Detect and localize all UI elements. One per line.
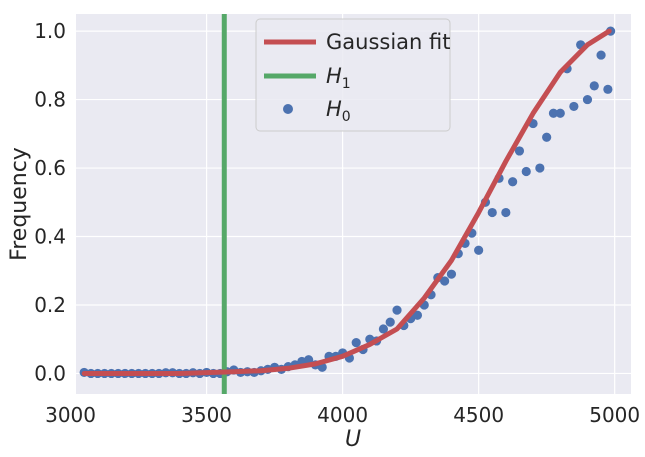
h0-point: [569, 101, 579, 112]
h0-point: [555, 108, 565, 118]
h0-point: [603, 84, 613, 94]
h0-point: [535, 163, 545, 173]
h0-point: [385, 317, 395, 327]
y-tick-label: 0.6: [34, 156, 66, 180]
h0-point: [542, 132, 552, 142]
legend-h0-label: H0: [326, 97, 351, 125]
y-tick-labels: 0.0 0.2 0.4 0.6 0.8 1.0: [34, 19, 66, 385]
x-tick-label: 4500: [453, 403, 504, 427]
y-tick-label: 0.8: [34, 88, 66, 112]
x-tick-label: 4000: [317, 403, 368, 427]
h0-point: [521, 166, 531, 177]
h0-point: [589, 81, 599, 91]
y-tick-label: 1.0: [34, 19, 66, 43]
h0-point: [596, 50, 606, 60]
gaussian-fit-line: [81, 28, 612, 376]
h0-point: [501, 207, 511, 218]
h0-point: [548, 108, 559, 118]
h0-point: [378, 324, 389, 334]
h0-point: [440, 276, 450, 286]
x-tick-label: 3000: [45, 403, 96, 427]
y-tick-label: 0.4: [34, 225, 66, 249]
x-tick-labels: 3000 3500 4000 4500 5000: [45, 403, 640, 427]
h0-point: [487, 207, 497, 218]
h0-point: [582, 94, 593, 105]
y-tick-label: 0.2: [34, 293, 66, 317]
h0-point: [412, 310, 423, 320]
h0-point: [474, 245, 484, 255]
h0-point: [446, 269, 457, 279]
legend-h0-swatch: [283, 104, 293, 114]
legend: Gaussian fit H1 H0: [255, 18, 451, 132]
legend-box: [255, 18, 451, 132]
y-axis-label: Frequency: [7, 147, 32, 261]
x-tick-label: 5000: [589, 403, 640, 427]
h0-point: [304, 355, 314, 365]
x-tick-label: 3500: [181, 403, 232, 427]
y-tick-label: 0.0: [34, 361, 66, 385]
legend-fit-label: Gaussian fit: [326, 30, 450, 54]
h0-point: [514, 146, 525, 156]
legend-h1-label: H1: [326, 64, 351, 92]
h0-point: [351, 338, 361, 348]
h0-point: [508, 177, 518, 187]
x-axis-label: U: [345, 427, 361, 452]
h0-point: [392, 305, 402, 315]
